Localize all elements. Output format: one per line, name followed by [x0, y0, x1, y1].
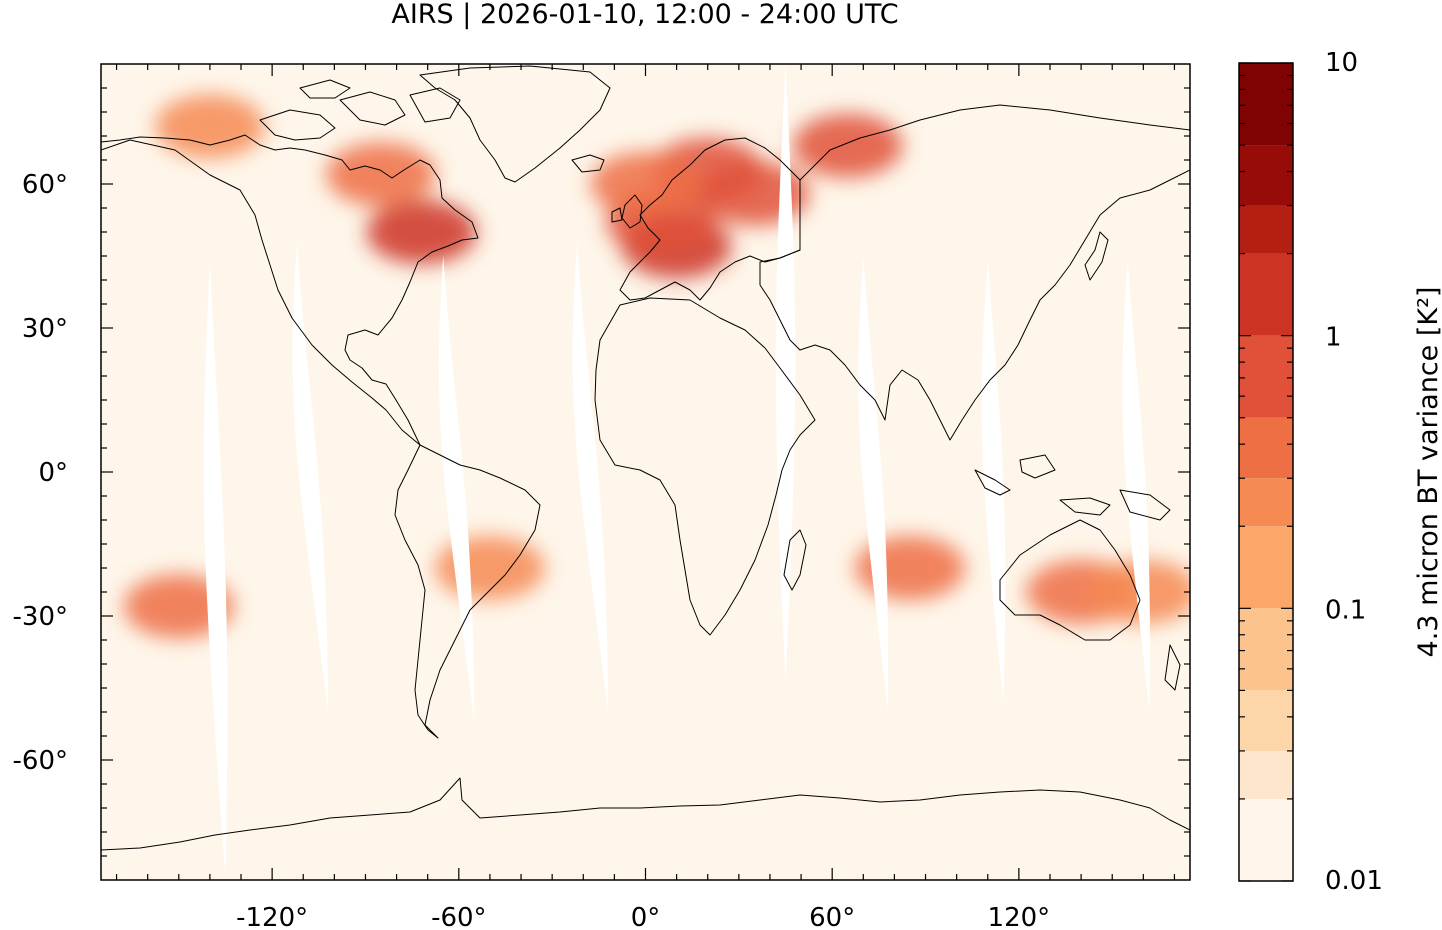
x-tick-label: 0° — [631, 903, 661, 930]
coastline-north-america — [101, 134, 479, 446]
swath-gap — [438, 256, 475, 722]
colorbar-band — [1239, 63, 1293, 146]
variance-hotspot — [326, 142, 437, 207]
coastline-iceland — [571, 154, 605, 173]
coastline-europe — [619, 137, 801, 301]
colorbar-tick-label: 0.01 — [1325, 866, 1383, 896]
coastline-madagascar — [783, 529, 807, 591]
x-tick-label: -60° — [431, 903, 486, 930]
coastline-asia — [759, 104, 1190, 441]
coastline-british-isles — [611, 194, 643, 229]
variance-hotspot — [590, 152, 701, 216]
variance-hotspot — [699, 161, 810, 226]
map-axis-labels: -120° -60° 0° 60° 120° 60° 30° 0° -30° -60° — [13, 170, 1051, 930]
map-title: AIRS | 2026-01-10, 12:00 - 24:00 UTC — [391, 0, 899, 30]
coastline-south-america — [394, 444, 541, 739]
map-area — [101, 64, 1190, 880]
y-tick-label: 0° — [38, 458, 68, 488]
swath-gap — [203, 260, 228, 880]
colorbar-band — [1239, 335, 1293, 418]
x-tick-label: 120° — [988, 903, 1051, 930]
x-tick-label: -120° — [236, 903, 308, 930]
colorbar-band — [1239, 608, 1293, 691]
colorbar-tick-label: 0.1 — [1325, 595, 1366, 625]
coastline-australia — [999, 519, 1141, 641]
y-tick-label: 30° — [22, 314, 68, 344]
swath-gap — [775, 64, 796, 684]
swath-gap — [572, 241, 609, 712]
colorbar-band — [1239, 798, 1293, 881]
variance-hotspot — [123, 574, 234, 639]
swath-gap — [981, 260, 1006, 703]
colorbar-ticks — [1239, 62, 1293, 882]
data-gap-swaths — [203, 64, 1151, 880]
y-tick-label: -30° — [13, 602, 68, 632]
colorbar-tick-labels: 0.01 0.1 1 10 — [1325, 48, 1383, 896]
variance-hotspot — [154, 94, 265, 159]
colorbar-band — [1239, 478, 1293, 527]
coastline-arctic-islands — [259, 79, 461, 141]
coastline-greenland — [419, 65, 611, 183]
colorbar-band — [1239, 690, 1293, 751]
coastline-antarctica — [101, 777, 1190, 851]
colorbar-label: 4.3 micron BT variance [K²] — [1413, 287, 1442, 658]
coastline-africa — [594, 297, 816, 636]
colorbar-bands — [1239, 63, 1293, 881]
y-tick-label: -60° — [13, 746, 68, 776]
colorbar-band — [1239, 417, 1293, 479]
variance-field — [123, 94, 1190, 639]
coastlines — [101, 65, 1190, 851]
variance-hotspot — [366, 200, 477, 264]
swath-gap — [292, 241, 329, 712]
y-tick-label: 60° — [22, 170, 68, 200]
colorbar-band — [1239, 750, 1293, 799]
variance-hotspot — [792, 113, 903, 178]
colorbar-band — [1239, 253, 1293, 336]
colorbar-band — [1239, 205, 1293, 254]
map-axis-ticks — [101, 64, 1190, 880]
x-tick-label: 60° — [809, 903, 855, 930]
colorbar-frame — [1238, 62, 1294, 882]
coastline-japan — [1084, 231, 1109, 281]
colorbar-tick-label: 10 — [1325, 48, 1358, 78]
coastline-new-zealand — [1164, 644, 1181, 691]
colorbar-band — [1239, 526, 1293, 609]
colorbar-tick-label: 1 — [1325, 323, 1342, 353]
colorbar-band — [1239, 145, 1293, 206]
swath-gap — [1122, 260, 1151, 712]
coastline-indonesia — [974, 454, 1171, 521]
swath-gap — [858, 256, 889, 712]
